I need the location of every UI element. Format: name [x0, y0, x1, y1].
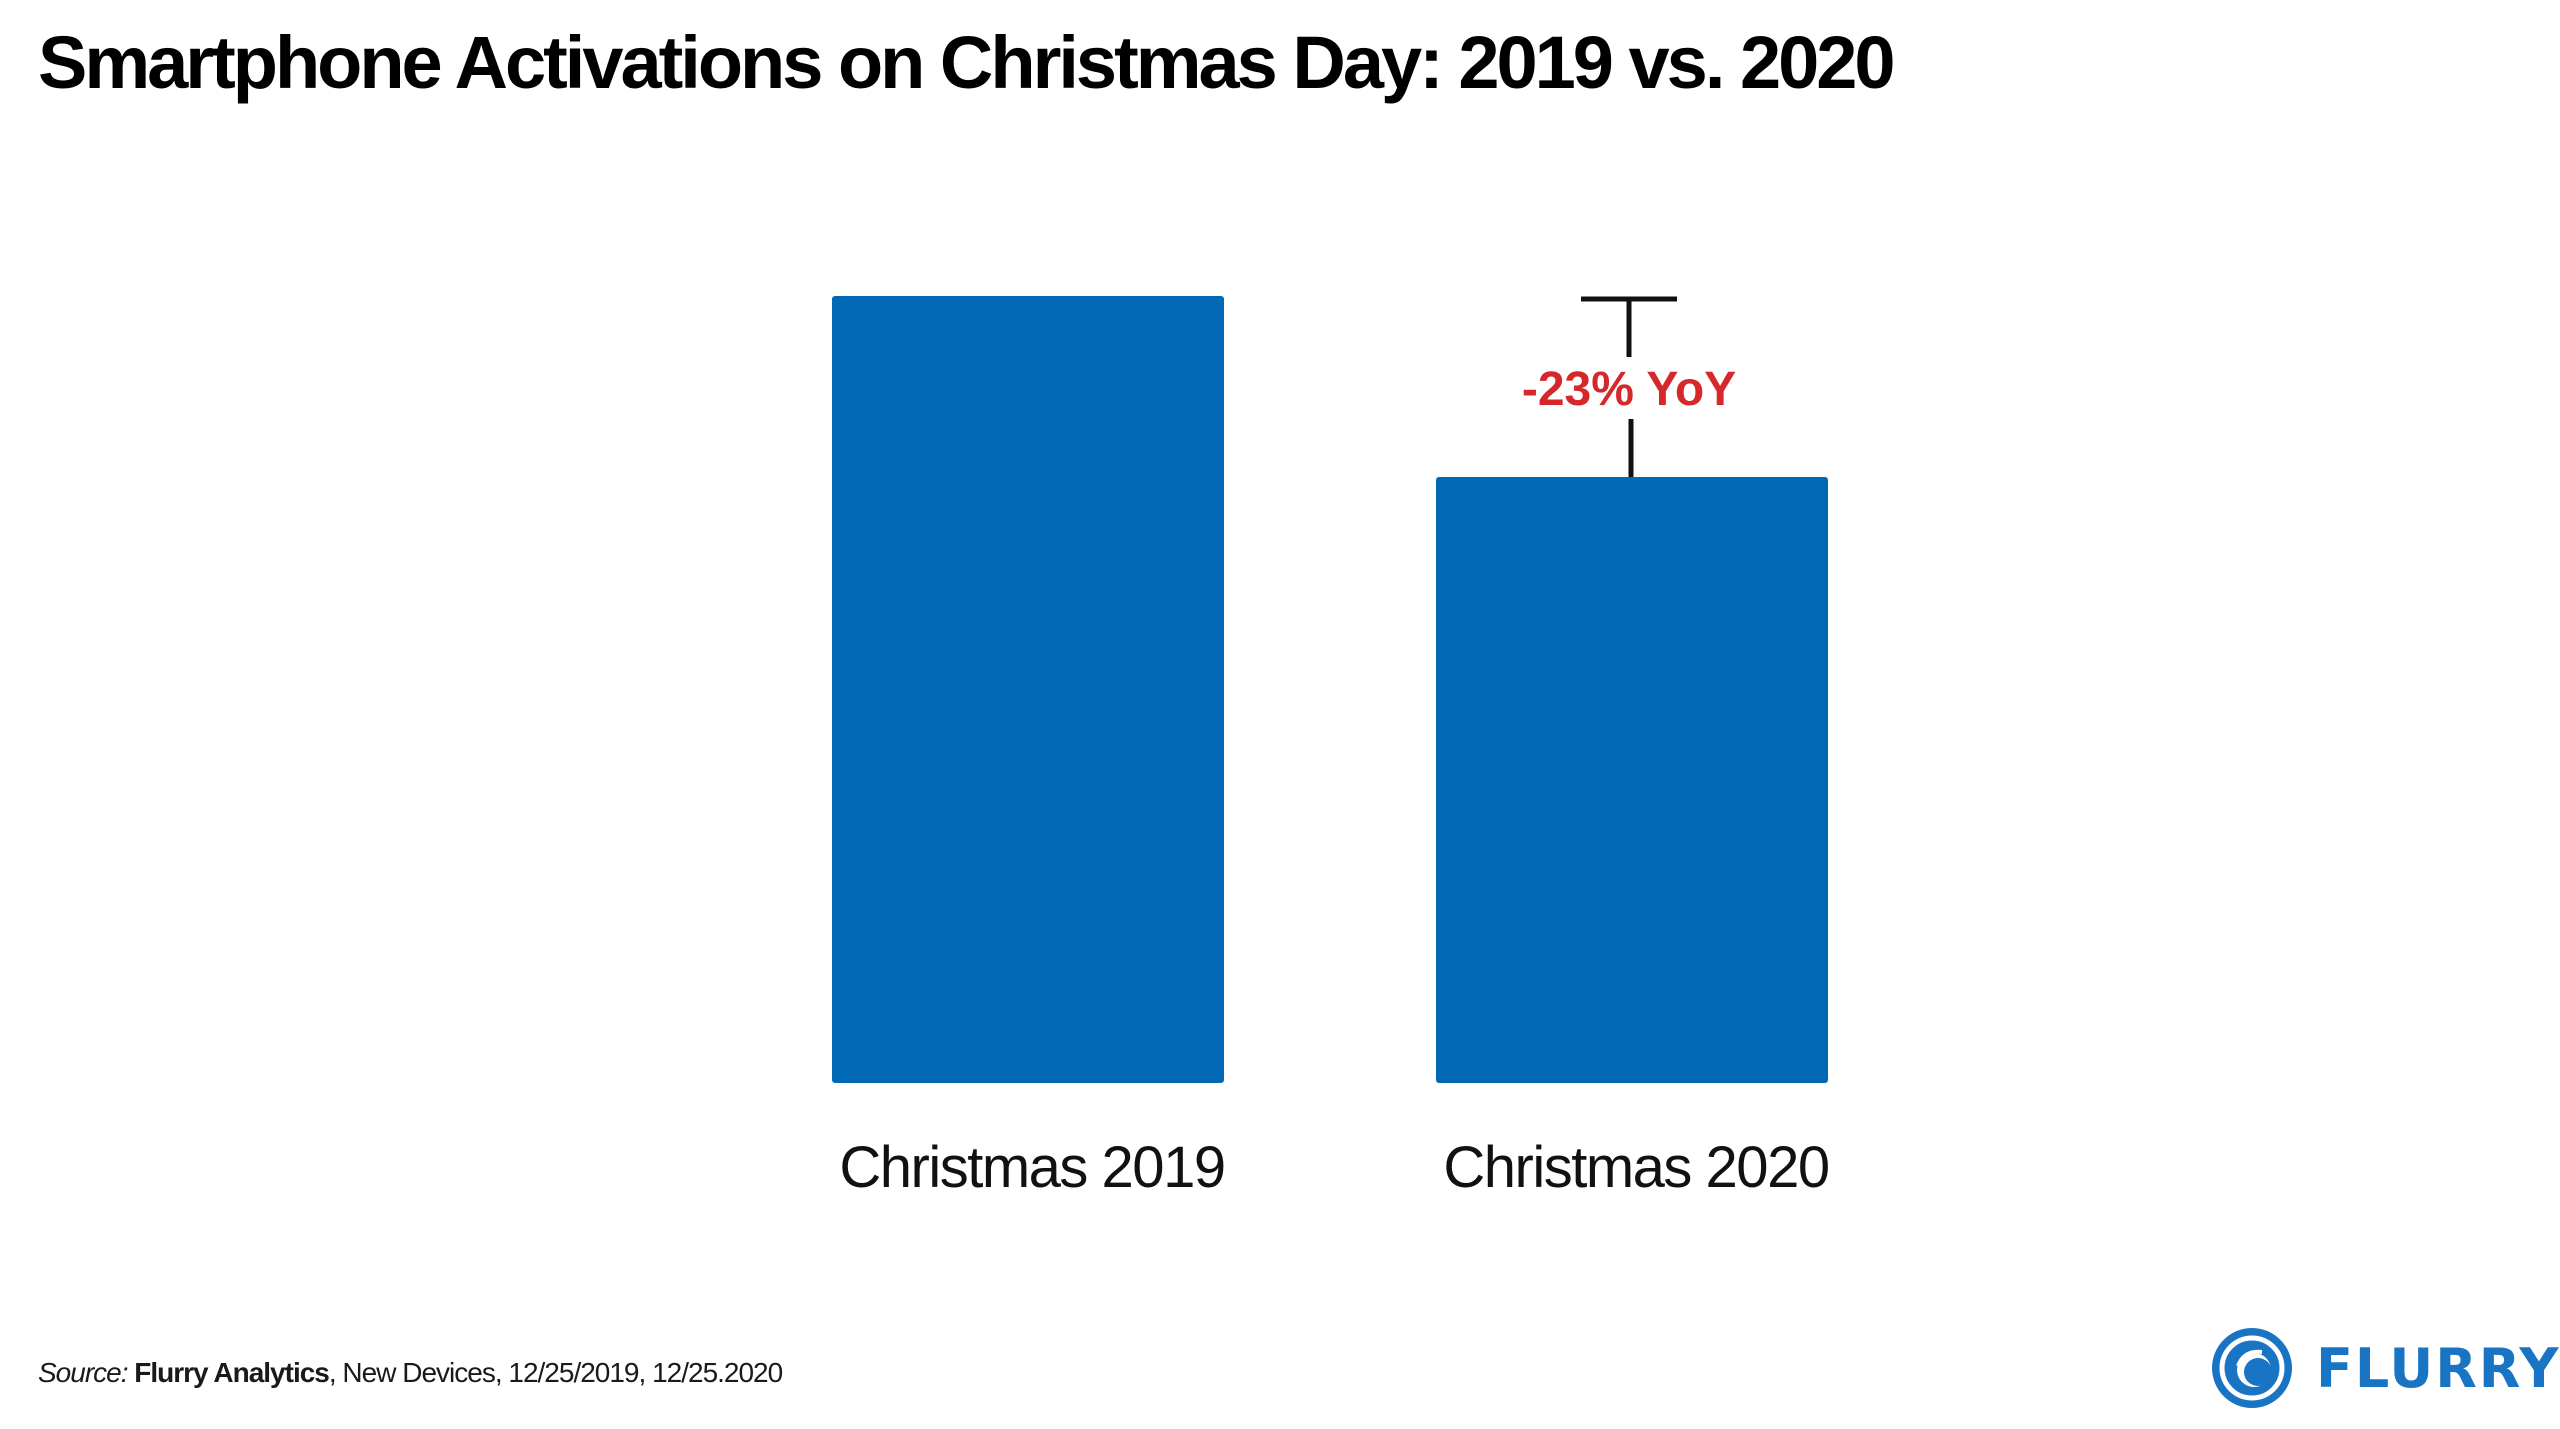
bar-christmas-2020	[1436, 477, 1828, 1083]
bars-group	[832, 296, 1828, 1083]
logo-wordmark: FLURRY	[2316, 1336, 2560, 1400]
source-note: Source: Flurry Analytics, New Devices, 1…	[38, 1357, 783, 1389]
source-details: , New Devices, 12/25/2019, 12/25.2020	[328, 1357, 783, 1388]
chart-title: Smartphone Activations on Christmas Day:…	[38, 21, 1896, 104]
category-label: Christmas 2020	[1443, 1135, 1828, 1200]
bar-christmas-2019	[832, 296, 1224, 1083]
category-labels-group: Christmas 2019 Christmas 2020	[839, 1135, 1830, 1200]
category-label: Christmas 2019	[839, 1135, 1224, 1200]
annotation-group: -23% YoY	[1522, 296, 1736, 478]
source-lead: Source:	[38, 1357, 128, 1388]
source-org: Flurry Analytics	[134, 1357, 330, 1388]
annotation-label: -23% YoY	[1522, 363, 1736, 416]
flurry-logo: FLURRY	[2210, 1326, 2560, 1410]
bar-chart: Christmas 2019 Christmas 2020 -23% YoY	[832, 296, 1830, 1200]
flurry-swirl-icon	[2212, 1328, 2292, 1408]
